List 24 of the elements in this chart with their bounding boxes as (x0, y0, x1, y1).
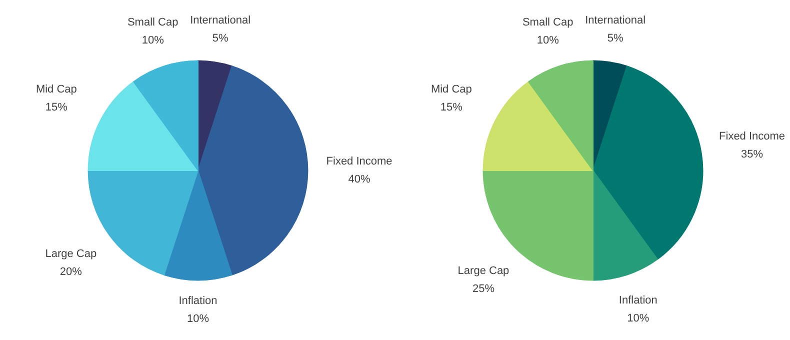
data-label: 10% (536, 34, 560, 47)
data-label: 15% (440, 101, 463, 114)
data-label: 40% (348, 174, 371, 186)
data-label: 5% (212, 32, 229, 45)
slice-label: Inflation (178, 294, 218, 307)
slice-label: Large Cap (45, 248, 97, 260)
data-label: 35% (741, 148, 764, 160)
slice-label: International (585, 14, 646, 27)
slice-label: Fixed Income (326, 156, 392, 168)
slice-label: Large Cap (458, 264, 510, 277)
slice-label: Small Cap (522, 16, 574, 29)
data-label: 10% (186, 312, 210, 325)
data-label: 20% (60, 266, 82, 278)
data-label: 5% (607, 32, 624, 45)
data-label: 10% (627, 312, 650, 324)
data-label: 25% (472, 282, 495, 295)
slice-label: Inflation (618, 294, 658, 306)
slice-label: Mid Cap (430, 83, 472, 96)
slice-label: Small Cap (127, 16, 178, 29)
slice-label: Fixed Income (719, 130, 786, 142)
data-label: 15% (45, 101, 68, 114)
data-label: 10% (142, 34, 164, 47)
slice-label: Mid Cap (36, 83, 77, 96)
slice-label: International (190, 14, 251, 27)
